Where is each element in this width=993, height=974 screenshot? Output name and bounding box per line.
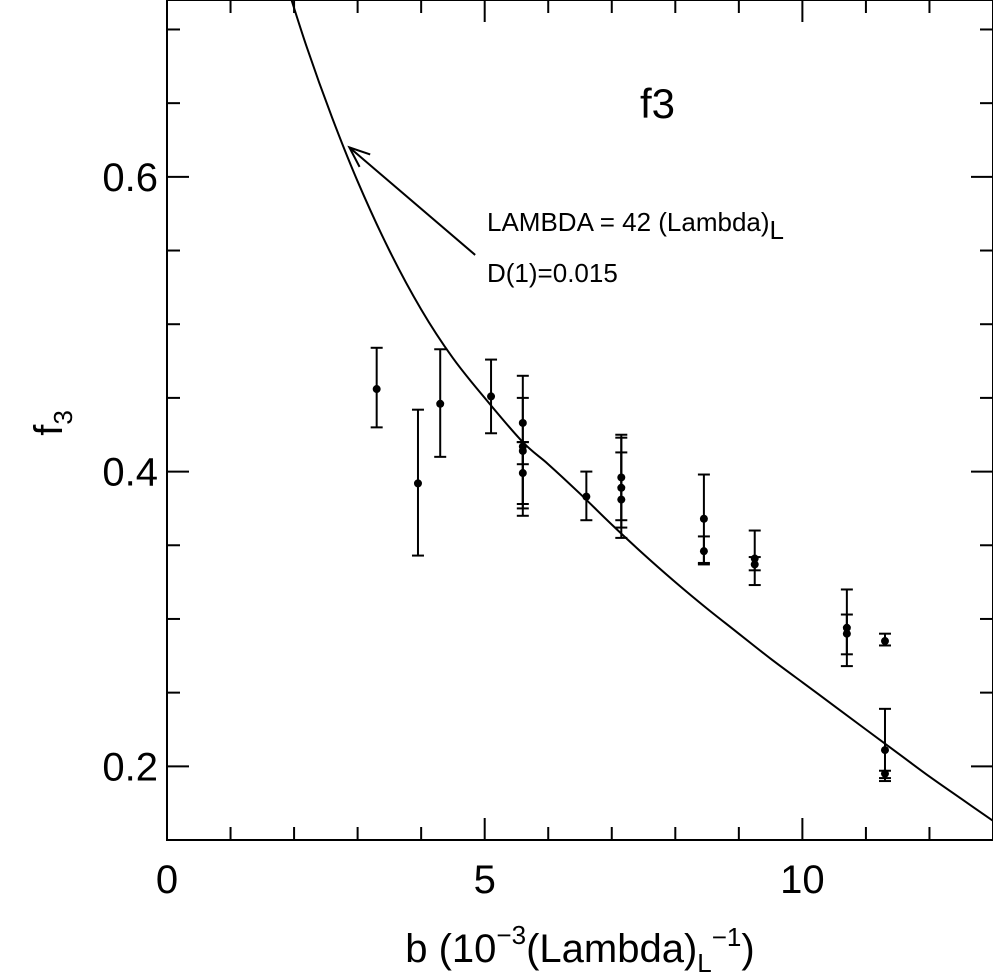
data-point bbox=[413, 479, 422, 488]
x-tick-label: 5 bbox=[474, 858, 496, 902]
annotation-line1: LAMBDA = 42 (Lambda)L bbox=[487, 207, 784, 245]
data-point bbox=[436, 399, 445, 408]
data-point bbox=[617, 495, 626, 504]
y-tick-label: 0.6 bbox=[102, 156, 158, 200]
data-point bbox=[750, 560, 759, 569]
model-curve-layer bbox=[290, 0, 993, 822]
data-point bbox=[518, 469, 527, 478]
arrow-head bbox=[347, 145, 371, 168]
data-point-group bbox=[748, 556, 761, 572]
data-point bbox=[699, 514, 708, 523]
annotation: LAMBDA = 42 (Lambda)L D(1)=0.015 bbox=[347, 145, 784, 288]
data-point-group bbox=[580, 470, 593, 522]
data-point-group bbox=[434, 348, 447, 458]
data-point-group bbox=[878, 707, 891, 783]
x-tick-label: 0 bbox=[156, 858, 178, 902]
chart-title: f3 bbox=[640, 80, 675, 127]
arrow-shaft bbox=[348, 146, 476, 256]
data-point-group bbox=[878, 632, 891, 647]
axis-ticks bbox=[167, 0, 993, 840]
annotation-line2: D(1)=0.015 bbox=[487, 258, 618, 288]
y-tick-label: 0.2 bbox=[102, 745, 158, 789]
data-point-group bbox=[411, 408, 424, 557]
y-tick-label: 0.4 bbox=[102, 451, 158, 495]
x-tick-label: 10 bbox=[780, 858, 825, 902]
data-points-layer bbox=[370, 346, 891, 783]
y-tick-labels: 0.2 0.4 0.6 bbox=[102, 156, 158, 789]
data-point bbox=[842, 629, 851, 638]
x-axis-label: b (10−3(Lambda)L−1) bbox=[405, 920, 754, 974]
x-tick-labels: 0 5 10 bbox=[156, 858, 825, 902]
data-point bbox=[880, 637, 889, 646]
data-point-group bbox=[878, 769, 891, 780]
data-point bbox=[699, 547, 708, 556]
data-point-group bbox=[370, 346, 383, 429]
data-point bbox=[372, 385, 381, 394]
y-axis-label: f3 bbox=[27, 410, 78, 436]
data-point bbox=[880, 769, 889, 778]
data-point-group bbox=[697, 535, 710, 566]
data-point bbox=[880, 746, 889, 755]
data-point-group bbox=[485, 358, 498, 435]
annotation-arrow bbox=[347, 145, 476, 256]
data-point bbox=[582, 492, 591, 501]
data-point-group bbox=[516, 441, 529, 510]
plot-frame bbox=[166, 0, 993, 841]
data-point-group bbox=[615, 451, 628, 529]
data-point bbox=[487, 392, 496, 401]
model-curve bbox=[290, 0, 993, 822]
data-point-group bbox=[840, 613, 853, 656]
